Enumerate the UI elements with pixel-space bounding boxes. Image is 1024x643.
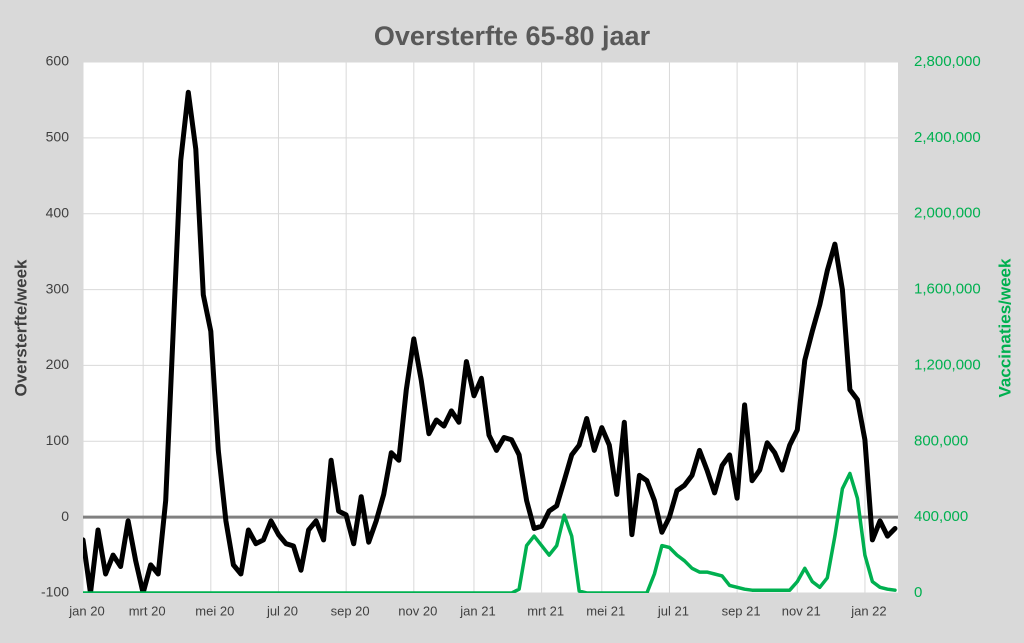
y-axis-title: Oversterfte/week: [11, 259, 30, 397]
y2-tick-label: 2,800,000: [914, 53, 981, 70]
y2-tick-label: 800,000: [914, 432, 968, 449]
x-tick-label: jan 20: [68, 603, 104, 618]
y2-tick-label: 2,000,000: [914, 205, 981, 222]
y-tick-label: 400: [46, 204, 70, 220]
x-tick-label: mei 20: [195, 603, 234, 618]
y-tick-label: 600: [46, 53, 70, 69]
x-tick-label: jul 21: [657, 603, 689, 618]
y-tick-label: 500: [46, 129, 70, 145]
y2-tick-label: 0: [914, 584, 922, 601]
x-tick-label: jan 21: [459, 603, 495, 618]
series-line: [83, 89, 898, 593]
y-tick-label: 0: [61, 508, 69, 524]
x-tick-label: sep 20: [331, 603, 370, 618]
x-tick-label: sep 21: [722, 603, 761, 618]
x-tick-label: jan 22: [850, 603, 886, 618]
y2-tick-label: 400,000: [914, 508, 968, 525]
y2-tick-label: 1,200,000: [914, 356, 981, 373]
y2-tick-label: 2,400,000: [914, 129, 981, 146]
x-tick-label: mei 21: [586, 603, 625, 618]
x-tick-label: mrt 21: [527, 603, 564, 618]
y-tick-label: 100: [46, 432, 70, 448]
series-line: [83, 471, 897, 593]
y-tick-label: 200: [46, 356, 70, 372]
y-tick-label: 300: [46, 280, 70, 296]
x-tick-label: jul 20: [266, 603, 298, 618]
y2-tick-label: 1,600,000: [914, 281, 981, 298]
y-tick-label: -100: [41, 584, 69, 600]
x-tick-label: nov 20: [398, 603, 437, 618]
x-tick-label: mrt 20: [129, 603, 166, 618]
y2-axis-title: Vaccinaties/week: [995, 258, 1014, 397]
x-tick-label: nov 21: [782, 603, 821, 618]
plot-area: [83, 62, 898, 593]
chart-title: Oversterfte 65-80 jaar: [374, 21, 651, 51]
